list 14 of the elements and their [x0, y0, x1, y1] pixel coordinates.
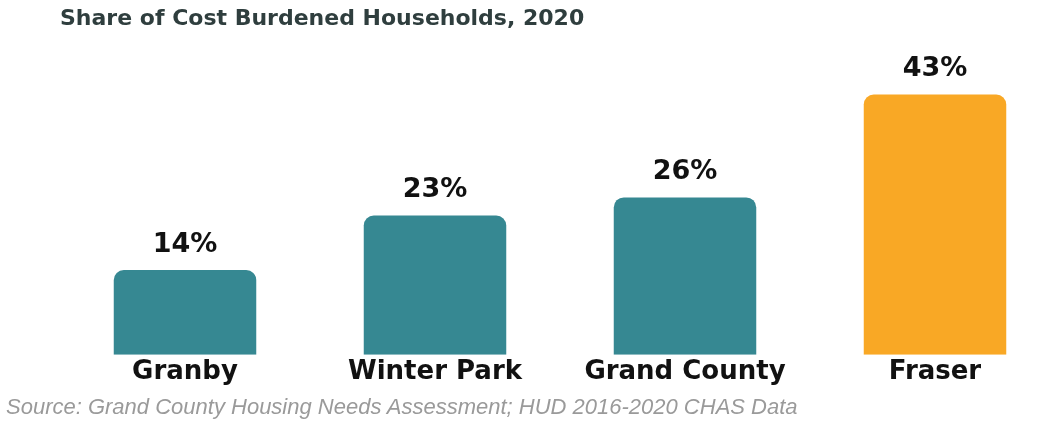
bar [613, 197, 757, 355]
data-label: 43% [902, 51, 968, 83]
x-tick-label: Winter Park [347, 355, 523, 386]
bar [863, 94, 1007, 355]
data-label: 23% [402, 172, 468, 204]
x-tick-label: Granby [132, 355, 238, 386]
x-tick-label: Grand County [584, 355, 786, 386]
x-tick-label: Fraser [888, 355, 982, 386]
chart-title: Share of Cost Burdened Households, 2020 [60, 4, 585, 30]
data-label: 26% [652, 153, 718, 185]
bar [113, 270, 257, 355]
source-note: Source: Grand County Housing Needs Assessment; HUD 2016-2020 CHAS Data [6, 394, 798, 420]
bar [363, 215, 507, 355]
data-label: 14% [152, 226, 218, 258]
